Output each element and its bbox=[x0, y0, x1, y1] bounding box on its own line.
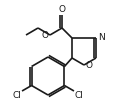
Text: Cl: Cl bbox=[12, 91, 21, 100]
Text: N: N bbox=[98, 33, 105, 43]
Text: Cl: Cl bbox=[75, 91, 84, 100]
Text: O: O bbox=[58, 5, 65, 14]
Text: O: O bbox=[42, 30, 49, 39]
Text: O: O bbox=[86, 60, 93, 69]
